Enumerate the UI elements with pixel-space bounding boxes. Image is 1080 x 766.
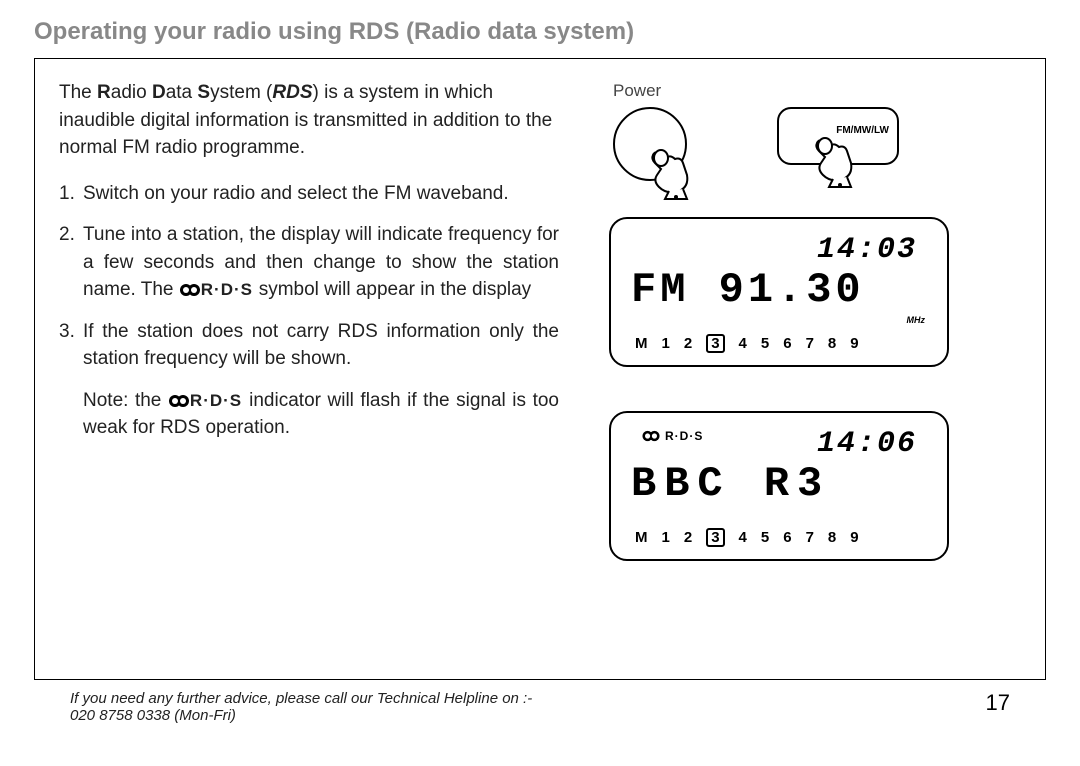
preset-item: 1 [662, 529, 670, 546]
lcd-display-2: R·D·S 14:06 BBC R3 M 1 2 3 4 5 6 7 8 9 [609, 411, 949, 561]
step-number: 1. [59, 180, 83, 208]
text: The [59, 82, 97, 103]
preset-item-selected: 3 [706, 528, 724, 547]
preset-m: M [635, 529, 648, 546]
preset-item: 7 [806, 335, 814, 352]
preset-item: 4 [739, 335, 747, 352]
rds-symbol-icon: R·D·S [179, 280, 259, 299]
text: adio [111, 82, 152, 103]
step-body: If the station does not carry RDS inform… [83, 318, 559, 373]
footer: If you need any further advice, please c… [34, 680, 1046, 724]
intro-paragraph: The Radio Data System (RDS) is a system … [59, 79, 559, 162]
helpline-line1: If you need any further advice, please c… [70, 690, 532, 707]
page-title: Operating your radio using RDS (Radio da… [34, 18, 1046, 46]
rds-text: R·D·S [190, 391, 242, 410]
helpline-line2: 020 8758 0338 (Mon-Fri) [70, 707, 532, 724]
text: ystem ( [210, 82, 272, 103]
main-readout: FM 91.30 [631, 269, 927, 311]
preset-item: 4 [739, 529, 747, 546]
hand-press-icon [803, 133, 863, 189]
text: S [197, 82, 210, 103]
text: D [152, 82, 166, 103]
helpline-text: If you need any further advice, please c… [70, 690, 532, 724]
preset-item-selected: 3 [706, 334, 724, 353]
step-3: 3. If the station does not carry RDS inf… [59, 318, 559, 373]
step-body: Tune into a station, the display will in… [83, 221, 559, 304]
step-2: 2. Tune into a station, the display will… [59, 221, 559, 304]
text: RDS [272, 82, 312, 103]
band-button[interactable]: FM/MW/LW [777, 107, 899, 165]
rds-indicator-icon: R·D·S [641, 429, 703, 443]
rds-text: R·D·S [665, 429, 703, 443]
step-number: 2. [59, 221, 83, 304]
text: Note: the [83, 390, 168, 411]
note-paragraph: Note: the R·D·S indicator will flash if … [59, 387, 559, 442]
hand-press-icon [639, 145, 699, 201]
power-button[interactable] [613, 107, 687, 181]
illustrations-column: Power FM/MW/LW [579, 79, 1021, 659]
step-body: Switch on your radio and select the FM w… [83, 180, 559, 208]
power-label: Power [613, 81, 687, 101]
mhz-label: MHz [907, 315, 926, 325]
preset-item: 9 [850, 529, 858, 546]
preset-item: 5 [761, 335, 769, 352]
step-1: 1. Switch on your radio and select the F… [59, 180, 559, 208]
preset-item: 8 [828, 335, 836, 352]
page-number: 17 [986, 690, 1010, 724]
instructions-column: The Radio Data System (RDS) is a system … [59, 79, 559, 659]
text: R [97, 82, 111, 103]
preset-item: 2 [684, 529, 692, 546]
preset-item: 8 [828, 529, 836, 546]
power-control: Power [613, 81, 687, 181]
text: symbol will appear in the display [259, 279, 531, 300]
preset-item: 1 [662, 335, 670, 352]
preset-item: 7 [806, 529, 814, 546]
preset-item: 9 [850, 335, 858, 352]
band-label [777, 81, 899, 101]
controls-row: Power FM/MW/LW [579, 81, 1021, 181]
preset-item: 6 [783, 335, 791, 352]
main-readout: BBC R3 [631, 463, 927, 505]
preset-row: M 1 2 3 4 5 6 7 8 9 [635, 528, 927, 547]
rds-text: R·D·S [201, 280, 253, 299]
band-control: FM/MW/LW [777, 81, 899, 181]
lcd-display-1: 14:03 FM 91.30 MHz M 1 2 3 4 5 6 7 8 9 [609, 217, 949, 367]
clock-time: 14:03 [631, 233, 917, 267]
rds-symbol-icon: R·D·S [168, 391, 249, 410]
preset-row: M 1 2 3 4 5 6 7 8 9 [635, 334, 927, 353]
preset-item: 2 [684, 335, 692, 352]
preset-item: 5 [761, 529, 769, 546]
preset-item: 6 [783, 529, 791, 546]
step-number: 3. [59, 318, 83, 373]
preset-m: M [635, 335, 648, 352]
content-frame: The Radio Data System (RDS) is a system … [34, 58, 1046, 680]
text: ata [166, 82, 198, 103]
